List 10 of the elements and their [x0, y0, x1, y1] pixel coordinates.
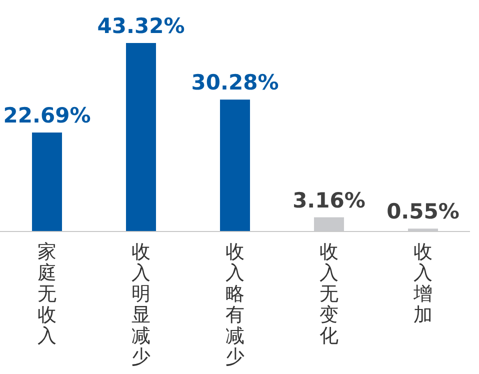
data-label: 3.16%: [292, 188, 366, 212]
data-label: 30.28%: [191, 70, 279, 95]
x-tick-label: 收入增加: [412, 241, 432, 326]
x-tick-label: 收入略有减少: [226, 241, 244, 368]
x-tick-label: 家庭无收入: [38, 241, 56, 347]
data-label: 22.69%: [3, 104, 91, 128]
data-label: 43.32%: [97, 14, 185, 38]
data-label: 0.55%: [386, 200, 460, 224]
x-tick-label: 收入无变化: [320, 241, 338, 347]
x-tick-label: 收入明显减少: [132, 241, 150, 368]
